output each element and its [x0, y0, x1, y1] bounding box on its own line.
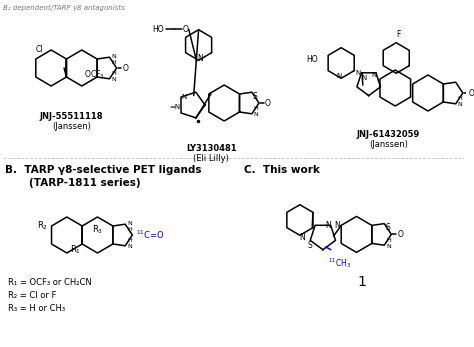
Text: R$_1$: R$_1$	[70, 244, 81, 256]
Text: O: O	[397, 230, 403, 239]
Text: S: S	[385, 223, 390, 232]
Text: (Janssen): (Janssen)	[369, 139, 408, 149]
Text: N: N	[371, 72, 376, 78]
Text: H
N: H N	[458, 96, 463, 107]
Text: HO: HO	[306, 54, 318, 64]
Text: OCF$_3$: OCF$_3$	[84, 68, 105, 81]
Text: H
N: H N	[254, 107, 259, 117]
Text: (Janssen): (Janssen)	[52, 121, 91, 130]
Text: $^{11}$CH$_3$: $^{11}$CH$_3$	[328, 256, 351, 270]
Text: R₃ = H or CH₃: R₃ = H or CH₃	[8, 304, 65, 313]
Text: F: F	[396, 30, 401, 39]
Text: N: N	[356, 70, 361, 76]
Text: R$_3$: R$_3$	[92, 223, 103, 236]
Text: N: N	[181, 94, 186, 100]
Text: N: N	[337, 73, 342, 79]
Text: N: N	[299, 233, 305, 242]
Text: N: N	[325, 221, 331, 230]
Text: S: S	[307, 241, 312, 250]
Text: B₂ dependent/TARP γ8 antagonists: B₂ dependent/TARP γ8 antagonists	[3, 5, 125, 11]
Text: 1: 1	[357, 276, 366, 289]
Text: H
N: H N	[386, 238, 391, 248]
Text: N: N	[335, 221, 340, 230]
Text: N
H: N H	[127, 221, 132, 231]
Text: R₂ = Cl or F: R₂ = Cl or F	[8, 291, 56, 300]
Text: N
H: N H	[111, 54, 116, 65]
Text: JNJ-55511118: JNJ-55511118	[40, 111, 103, 120]
Text: S: S	[253, 92, 258, 101]
Text: O: O	[122, 64, 128, 73]
Text: JNJ-61432059: JNJ-61432059	[357, 129, 420, 138]
Text: HO: HO	[153, 25, 164, 34]
Text: N: N	[198, 54, 203, 63]
Text: LY3130481: LY3130481	[186, 144, 237, 152]
Text: (Eli Lilly): (Eli Lilly)	[193, 153, 229, 162]
Text: $^{11}$C=O: $^{11}$C=O	[136, 229, 165, 241]
Text: N: N	[361, 75, 366, 81]
Text: B.  TARP γ8-selective PET ligands: B. TARP γ8-selective PET ligands	[5, 165, 201, 175]
Text: H
N: H N	[111, 71, 116, 82]
Text: O: O	[265, 99, 271, 108]
Text: (TARP-1811 series): (TARP-1811 series)	[29, 178, 141, 188]
Text: C.  This work: C. This work	[244, 165, 319, 175]
Text: R$_2$: R$_2$	[36, 220, 47, 232]
Text: R₁ = OCF₃ or CH₂CN: R₁ = OCF₃ or CH₂CN	[8, 278, 91, 287]
Text: =N: =N	[169, 104, 180, 110]
Text: O: O	[469, 88, 474, 98]
Text: H
N: H N	[127, 238, 132, 249]
Text: O: O	[183, 25, 189, 34]
Text: Cl: Cl	[36, 45, 43, 54]
